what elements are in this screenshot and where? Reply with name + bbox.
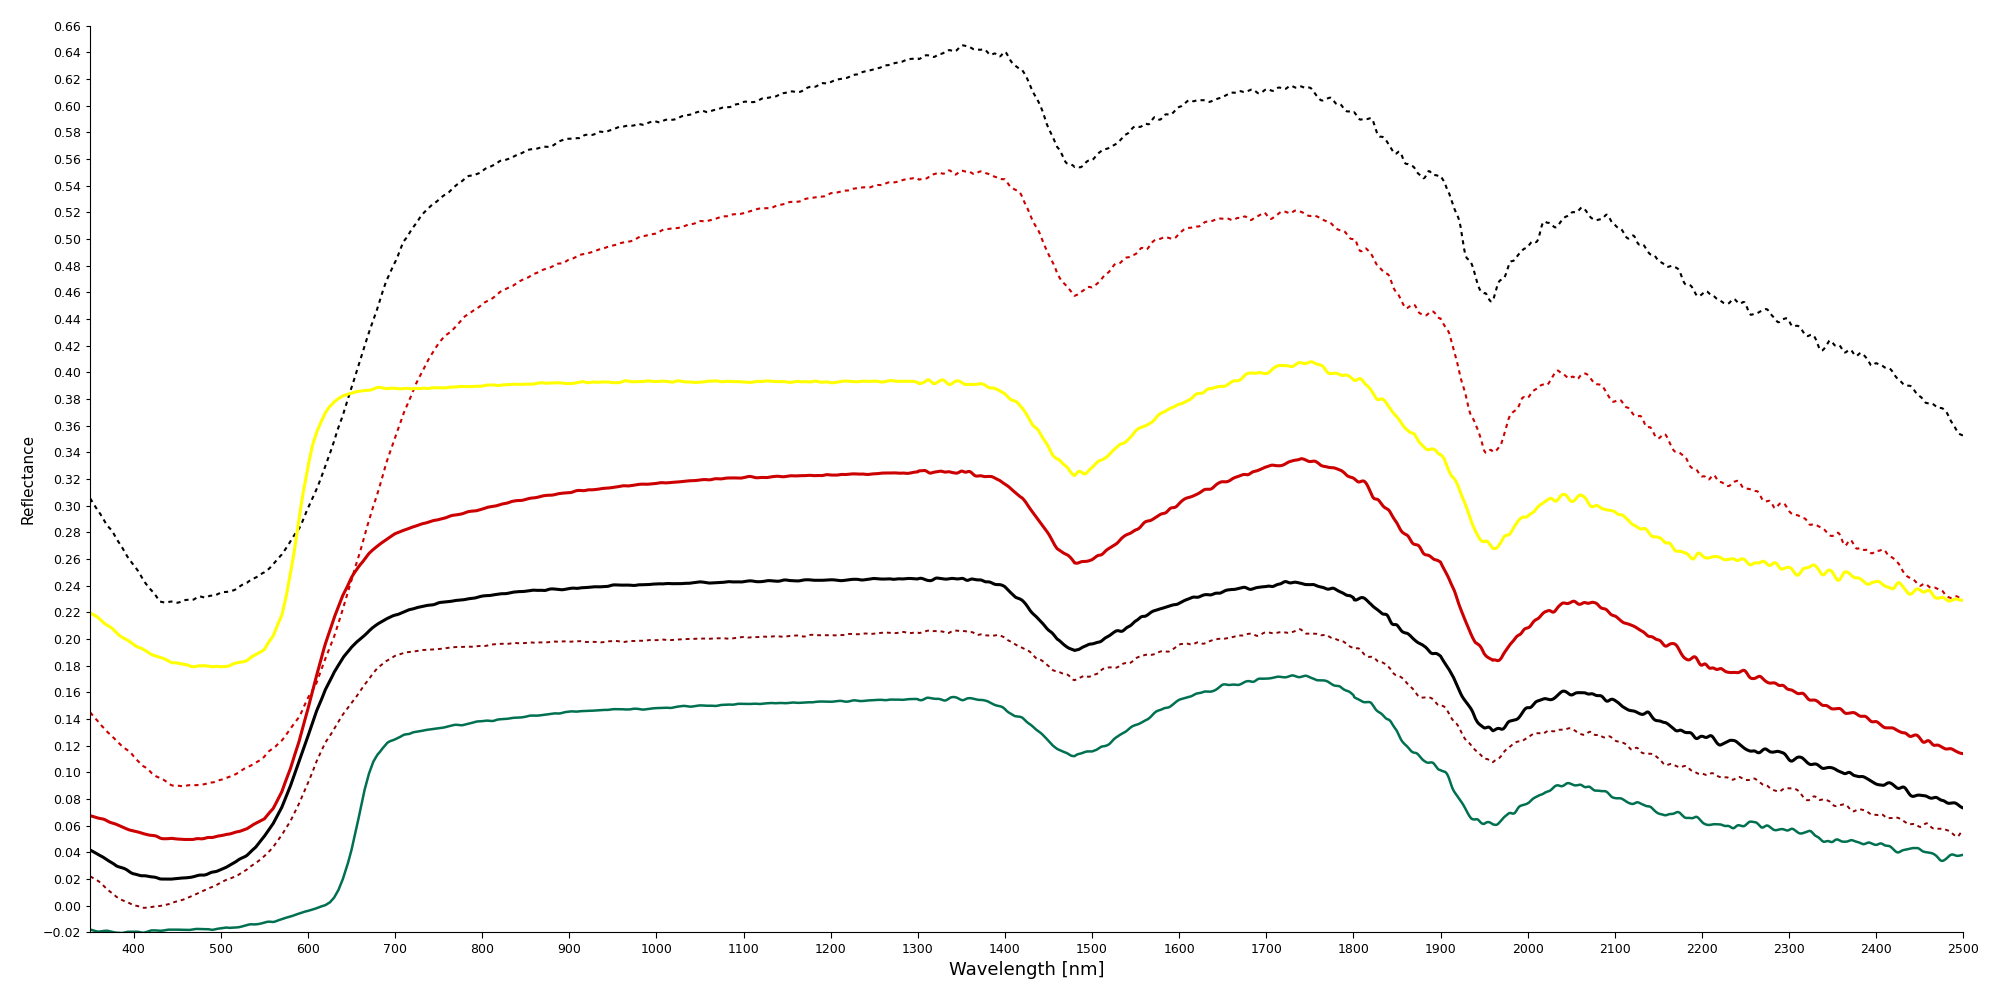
X-axis label: Wavelength [nm]: Wavelength [nm]: [948, 961, 1104, 979]
Y-axis label: Reflectance: Reflectance: [20, 434, 36, 524]
